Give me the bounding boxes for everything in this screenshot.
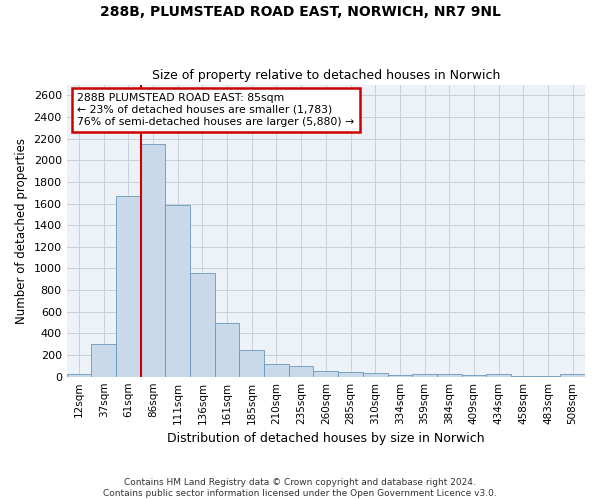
Bar bbox=[486, 374, 511, 376]
X-axis label: Distribution of detached houses by size in Norwich: Distribution of detached houses by size … bbox=[167, 432, 485, 445]
Bar bbox=[461, 375, 486, 376]
Text: Contains HM Land Registry data © Crown copyright and database right 2024.
Contai: Contains HM Land Registry data © Crown c… bbox=[103, 478, 497, 498]
Bar bbox=[412, 374, 437, 376]
Bar bbox=[141, 144, 166, 376]
Y-axis label: Number of detached properties: Number of detached properties bbox=[15, 138, 28, 324]
Bar bbox=[67, 374, 91, 376]
Bar bbox=[437, 374, 461, 376]
Text: 288B, PLUMSTEAD ROAD EAST, NORWICH, NR7 9NL: 288B, PLUMSTEAD ROAD EAST, NORWICH, NR7 … bbox=[100, 5, 500, 19]
Bar bbox=[313, 372, 338, 376]
Text: 288B PLUMSTEAD ROAD EAST: 85sqm
← 23% of detached houses are smaller (1,783)
76%: 288B PLUMSTEAD ROAD EAST: 85sqm ← 23% of… bbox=[77, 94, 354, 126]
Bar bbox=[166, 204, 190, 376]
Bar bbox=[116, 196, 141, 376]
Bar bbox=[91, 344, 116, 376]
Bar bbox=[239, 350, 264, 376]
Bar bbox=[338, 372, 363, 376]
Bar bbox=[190, 273, 215, 376]
Bar bbox=[560, 374, 585, 376]
Bar bbox=[388, 374, 412, 376]
Bar bbox=[363, 373, 388, 376]
Title: Size of property relative to detached houses in Norwich: Size of property relative to detached ho… bbox=[152, 69, 500, 82]
Bar bbox=[264, 364, 289, 376]
Bar bbox=[289, 366, 313, 376]
Bar bbox=[215, 322, 239, 376]
